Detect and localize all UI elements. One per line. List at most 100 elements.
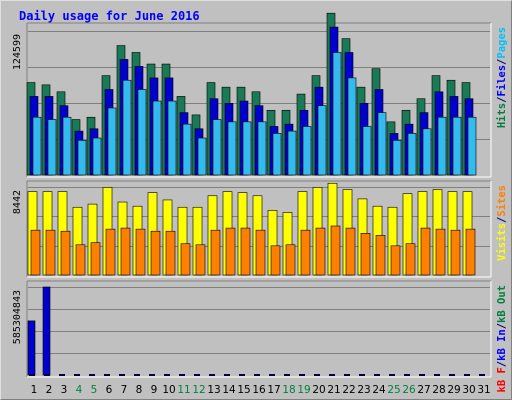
bar-sites-day-26: [405, 243, 416, 276]
legend-item-files: Files: [496, 65, 508, 97]
bar-pages-day-14: [227, 121, 237, 176]
bar-sites-day-2: [45, 229, 56, 276]
bar-kb-baseline-day-7: [119, 374, 125, 376]
bar-pages-day-29: [452, 116, 462, 176]
legend-item-kbout: kB Out: [496, 285, 508, 323]
x-tick-label-day-27: 27: [417, 384, 430, 396]
bar-pages-day-18: [287, 130, 297, 176]
bar-kb-baseline-day-2: [44, 374, 50, 376]
x-tick-label-day-22: 22: [342, 384, 355, 396]
bar-sites-day-3: [60, 230, 71, 276]
bar-kb-baseline-day-10: [164, 374, 170, 376]
bar-sites-day-8: [135, 228, 146, 276]
bar-sites-day-23: [360, 233, 371, 276]
bar-sites-day-13: [210, 229, 221, 276]
bar-pages-day-27: [422, 128, 432, 176]
legend-item-sites: Sites: [496, 185, 508, 217]
bar-sites-day-12: [195, 244, 206, 276]
legend-item-separator: /: [496, 97, 508, 103]
x-tick-label-day-30: 30: [462, 384, 475, 396]
x-tick-label-day-4: 4: [76, 384, 83, 396]
x-tick-label-day-7: 7: [121, 384, 128, 396]
bar-sites-day-9: [150, 230, 161, 276]
bar-pages-day-16: [257, 121, 267, 176]
x-tick-label-day-26: 26: [402, 384, 416, 396]
bar-kb-baseline-day-6: [104, 374, 110, 376]
bar-sites-day-19: [300, 229, 311, 276]
bar-sites-day-28: [435, 228, 446, 276]
bar-sites-day-11: [180, 243, 191, 276]
x-tick-label-day-8: 8: [136, 384, 143, 396]
legend-item-kbin: kB In: [496, 329, 508, 361]
bar-kb-baseline-day-23: [359, 374, 365, 376]
x-tick-label-day-29: 29: [447, 384, 460, 396]
bar-kb-baseline-day-22: [344, 374, 350, 376]
bar-kb-baseline-day-28: [434, 374, 440, 376]
x-tick-label-day-17: 17: [267, 384, 280, 396]
x-tick-label-day-10: 10: [162, 384, 175, 396]
legend-item-hits: Hits: [496, 103, 508, 128]
bar-kb-baseline-day-5: [89, 374, 95, 376]
legend-item-pages: Pages: [496, 27, 508, 59]
bar-kb-baseline-day-8: [134, 374, 140, 376]
bar-pages-day-4: [77, 140, 87, 176]
bar-kb-baseline-day-25: [389, 374, 395, 376]
bar-pages-day-11: [182, 123, 192, 176]
bar-kb-baseline-day-21: [329, 374, 335, 376]
bar-kb-baseline-day-16: [254, 374, 260, 376]
bar-pages-day-30: [467, 116, 477, 176]
bar-sites-day-29: [450, 229, 461, 276]
x-tick-label-day-19: 19: [297, 384, 310, 396]
bar-sites-day-15: [240, 227, 251, 276]
x-tick-label-day-25: 25: [387, 384, 400, 396]
x-tick-label-day-23: 23: [357, 384, 370, 396]
bar-pages-day-7: [122, 79, 132, 176]
bar-kb-baseline-day-17: [269, 374, 275, 376]
legend-item-separator: /: [496, 323, 508, 329]
bar-sites-day-10: [165, 230, 176, 276]
panel-2-ymax-label: 585304843: [12, 290, 23, 344]
bar-pages-day-2: [47, 119, 57, 176]
x-tick-label-day-31: 31: [477, 384, 490, 396]
bar-kb-baseline-day-13: [209, 374, 215, 376]
legend-item-separator: /: [496, 217, 508, 223]
bar-kb-baseline-day-30: [464, 374, 470, 376]
x-tick-label-day-15: 15: [237, 384, 250, 396]
bar-sites-day-18: [285, 244, 296, 276]
bar-pages-day-1: [32, 116, 42, 176]
bar-sites-day-14: [225, 227, 236, 276]
panel-1-legend: Visits/Sites: [496, 185, 508, 261]
x-tick-label-day-12: 12: [192, 384, 205, 396]
x-tick-label-day-18: 18: [282, 384, 295, 396]
bar-kb-baseline-day-4: [74, 374, 80, 376]
bar-kb-baseline-day-24: [374, 374, 380, 376]
x-tick-label-day-11: 11: [177, 384, 190, 396]
x-tick-label-day-20: 20: [312, 384, 325, 396]
bar-sites-day-21: [330, 225, 341, 276]
bar-pages-day-28: [437, 116, 447, 176]
bar-kb-baseline-day-26: [404, 374, 410, 376]
bar-pages-day-17: [272, 133, 282, 176]
panel-0-ymax-label: 124599: [12, 34, 23, 70]
bar-sites-day-17: [270, 245, 281, 276]
legend-item-separator: /: [496, 361, 508, 367]
panel-1-ymax-label: 8442: [12, 190, 23, 214]
panel-2-legend: kB F/kB In/kB Out: [496, 285, 508, 393]
bar-sites-day-5: [90, 242, 101, 276]
bar-kb-day-2: [42, 286, 51, 376]
panel-0-legend: Hits/Files/Pages: [496, 27, 508, 128]
bar-pages-day-19: [302, 126, 312, 176]
bar-kb-baseline-day-19: [299, 374, 305, 376]
bar-pages-day-9: [152, 100, 162, 176]
bar-pages-day-6: [107, 107, 117, 176]
bar-kb-baseline-day-1: [29, 374, 35, 376]
bar-pages-day-13: [212, 119, 222, 176]
legend-item-visits: Visits: [496, 223, 508, 261]
x-tick-label-day-14: 14: [222, 384, 236, 396]
bar-sites-day-24: [375, 235, 386, 276]
bar-sites-day-22: [345, 227, 356, 276]
legend-item-separator: /: [496, 59, 508, 65]
bar-pages-day-3: [62, 116, 72, 176]
bar-pages-day-22: [347, 77, 357, 176]
